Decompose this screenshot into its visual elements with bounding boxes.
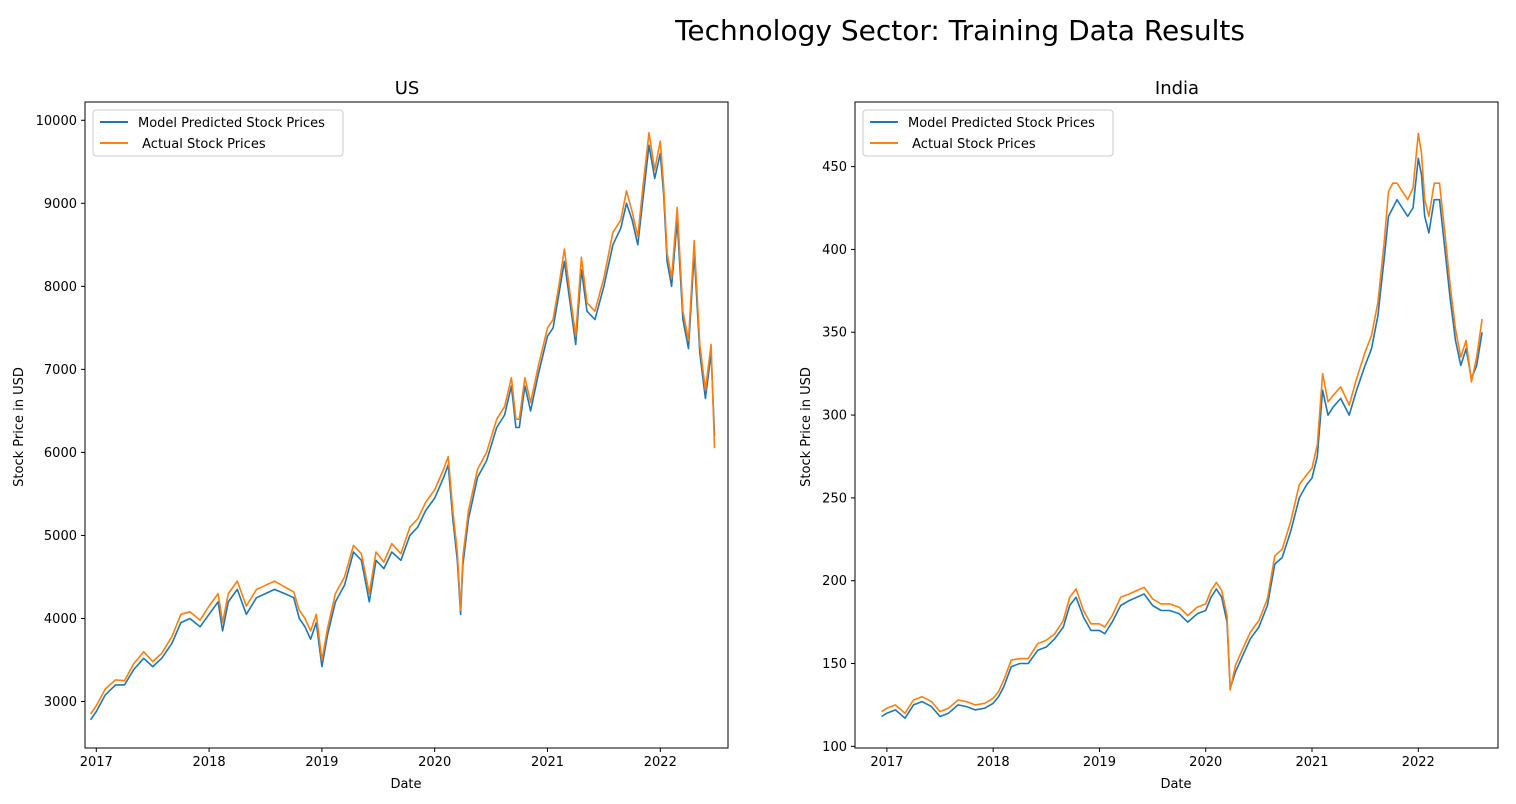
india-plot-area (881, 132, 1483, 720)
us-y-tick-label-8000: 8000 (44, 280, 77, 295)
india-x-tick-label-2022: 2022 (1402, 755, 1435, 770)
us-x-axis-label: Date (390, 777, 421, 792)
india-chart-title: India (1155, 78, 1199, 99)
us-y-tick-label-5000: 5000 (44, 529, 77, 544)
india-x-tick-label-2020: 2020 (1189, 755, 1222, 770)
us-chart: US Date Stock Price in USD Model Predict… (12, 78, 729, 792)
india-y-tick-label-250: 250 (822, 491, 847, 506)
india-x-tick-label-2018: 2018 (977, 755, 1010, 770)
india-axes-frame (854, 101, 1499, 749)
india-predicted-line (881, 157, 1483, 720)
india-y-tick-label-200: 200 (822, 574, 847, 589)
india-y-tick-label-300: 300 (822, 409, 847, 424)
us-plot-area (89, 131, 716, 721)
india-x-axis-label: Date (1160, 777, 1191, 792)
us-x-tick-label-2021: 2021 (531, 755, 564, 770)
us-legend: Model Predicted Stock Prices Actual Stoc… (92, 109, 344, 157)
us-legend-actual-label: Actual Stock Prices (138, 137, 266, 152)
india-y-tick-label-350: 350 (822, 326, 847, 341)
india-y-tick-label-100: 100 (822, 740, 847, 755)
us-x-tick-label-2017: 2017 (80, 755, 113, 770)
us-x-tick-label-2019: 2019 (305, 755, 338, 770)
india-chart: India Date Stock Price in USD Model Pred… (799, 78, 1499, 792)
figure-suptitle: Technology Sector: Training Data Results (675, 14, 1245, 47)
us-predicted-line (89, 144, 716, 721)
india-legend: Model Predicted Stock Prices Actual Stoc… (862, 109, 1114, 157)
us-x-tick-label-2022: 2022 (644, 755, 677, 770)
us-y-axis-label: Stock Price in USD (12, 367, 27, 487)
us-y-tick-label-4000: 4000 (44, 612, 77, 627)
india-actual-line (881, 132, 1483, 715)
us-axes-frame (84, 101, 729, 749)
us-x-tick-label-2020: 2020 (418, 755, 451, 770)
india-legend-actual-label: Actual Stock Prices (908, 137, 1036, 152)
india-y-tick-label-150: 150 (822, 657, 847, 672)
india-legend-frame (862, 109, 1114, 157)
us-y-tick-label-10000: 10000 (36, 114, 77, 129)
us-y-tick-label-7000: 7000 (44, 363, 77, 378)
us-x-tick-label-2018: 2018 (193, 755, 226, 770)
india-legend-predicted-label: Model Predicted Stock Prices (908, 116, 1095, 131)
india-y-tick-label-450: 450 (822, 160, 847, 175)
us-y-tick-label-6000: 6000 (44, 446, 77, 461)
india-x-tick-label-2017: 2017 (870, 755, 903, 770)
us-chart-title: US (395, 78, 420, 99)
us-legend-predicted-label: Model Predicted Stock Prices (138, 116, 325, 131)
india-y-tick-label-400: 400 (822, 243, 847, 258)
us-y-tick-label-3000: 3000 (44, 695, 77, 710)
us-legend-frame (92, 109, 344, 157)
us-y-tick-label-9000: 9000 (44, 197, 77, 212)
india-x-tick-label-2021: 2021 (1295, 755, 1328, 770)
us-actual-line (89, 131, 716, 715)
india-y-axis-label: Stock Price in USD (799, 367, 814, 487)
india-x-tick-label-2019: 2019 (1083, 755, 1116, 770)
